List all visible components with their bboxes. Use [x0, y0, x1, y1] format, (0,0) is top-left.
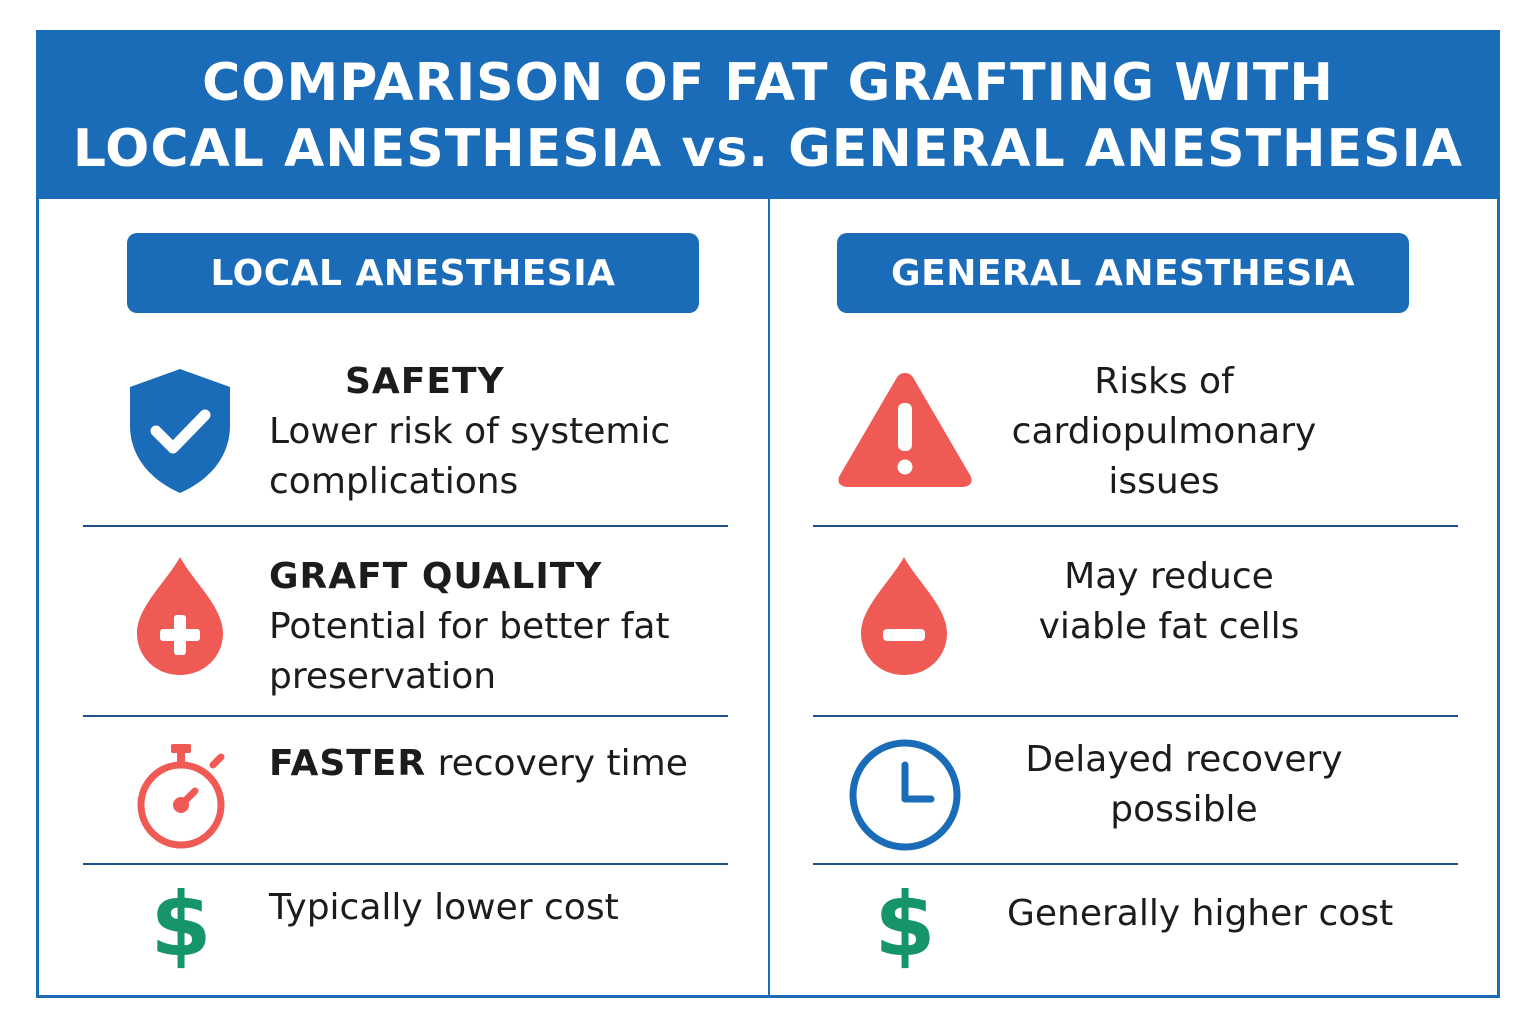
stopwatch-icon	[137, 744, 225, 849]
left-row-divider	[83, 863, 728, 865]
local-graft-quality-text: GRAFT QUALITY Potential for better fat p…	[269, 552, 729, 702]
local-recovery-heading: FASTER	[269, 743, 427, 784]
shield-check-icon	[130, 369, 230, 493]
local-recovery-description: recovery time	[437, 743, 688, 784]
warning-triangle-icon	[838, 373, 972, 487]
local-safety-text: SAFETY Lower risk of systemic complicati…	[269, 357, 729, 507]
column-divider	[768, 199, 770, 995]
right-row-divider	[813, 525, 1458, 527]
blood-drop-plus-icon	[137, 557, 223, 675]
local-safety-description: Lower risk of systemic complications	[269, 411, 671, 502]
local-graft-quality-heading: GRAFT QUALITY	[269, 556, 603, 597]
clock-icon	[849, 739, 961, 851]
local-cost-text: Typically lower cost	[269, 887, 619, 928]
title-banner: COMPARISON OF FAT GRAFTING WITH LOCAL AN…	[39, 33, 1497, 199]
blood-drop-minus-icon	[861, 557, 947, 675]
local-anesthesia-header: LOCAL ANESTHESIA	[127, 233, 699, 313]
general-fat-cells-text: May reduce viable fat cells	[1038, 556, 1300, 647]
general-risks-text: Risks of cardiopulmonary issues	[1011, 361, 1317, 502]
local-safety-heading: SAFETY	[345, 361, 505, 402]
right-row-divider	[813, 863, 1458, 865]
general-anesthesia-header: GENERAL ANESTHESIA	[837, 233, 1409, 313]
local-graft-quality-description: Potential for better fat preservation	[269, 606, 670, 697]
local-recovery-text: FASTER recovery time	[269, 739, 689, 789]
dollar-icon: $	[874, 873, 936, 976]
right-row-divider	[813, 715, 1458, 717]
title-line-1: COMPARISON OF FAT GRAFTING WITH	[202, 53, 1334, 113]
comparison-frame: COMPARISON OF FAT GRAFTING WITH LOCAL AN…	[36, 30, 1500, 998]
left-row-divider	[83, 715, 728, 717]
general-cost-text: Generally higher cost	[1007, 893, 1394, 934]
title-line-2: LOCAL ANESTHESIA vs. GENERAL ANESTHESIA	[72, 119, 1464, 179]
dollar-icon: $	[150, 873, 212, 976]
general-recovery-text: Delayed recovery possible	[1025, 739, 1343, 830]
left-row-divider	[83, 525, 728, 527]
